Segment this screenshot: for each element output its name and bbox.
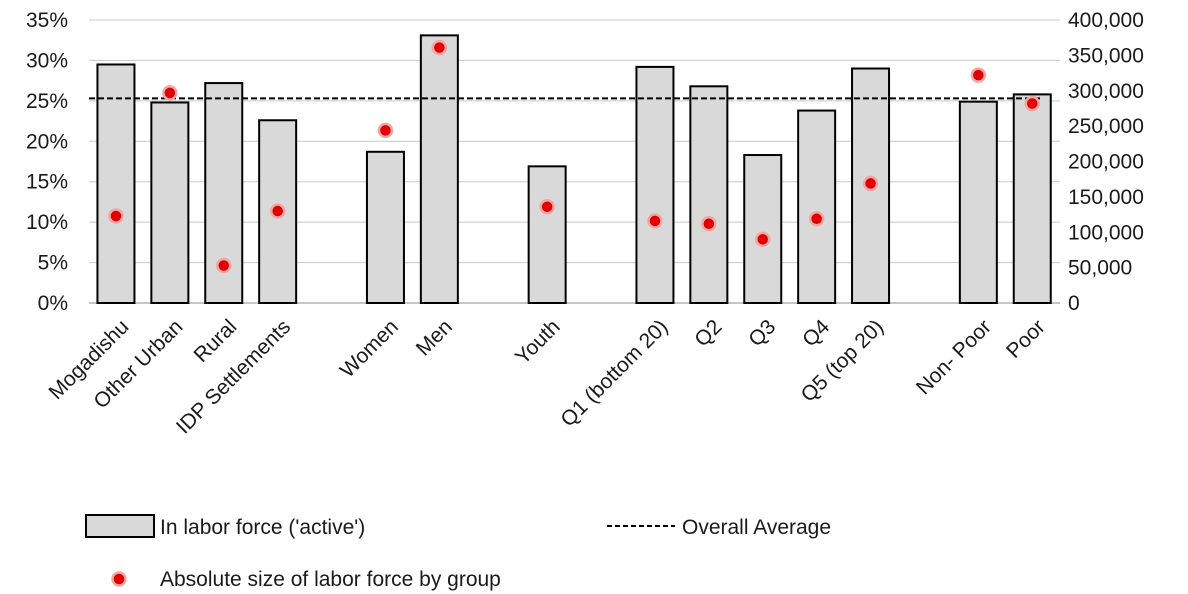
data-point — [216, 257, 232, 274]
legend-label-bar: In labor force ('active') — [160, 516, 365, 539]
data-point — [162, 85, 178, 101]
right-tick-label: 300,000 — [1068, 80, 1144, 103]
category-label: Non- Poor — [912, 315, 996, 399]
left-tick-label: 15% — [26, 171, 68, 194]
right-tick-label: 100,000 — [1068, 221, 1144, 244]
legend-dot-swatch — [111, 571, 127, 587]
right-tick-label: 150,000 — [1068, 186, 1144, 209]
right-tick-label: 0 — [1068, 292, 1080, 315]
category-label: Rural — [190, 315, 242, 367]
left-axis-ticks: 0% 5% 10% 15% 20% 25% 30% 35% — [26, 9, 68, 315]
data-point — [1024, 95, 1040, 112]
left-tick-label: 35% — [26, 9, 68, 32]
data-point — [862, 175, 879, 192]
right-tick-label: 250,000 — [1068, 115, 1144, 138]
left-tick-label: 10% — [26, 211, 68, 234]
bar-series — [96, 34, 1052, 305]
category-label: Poor — [1002, 315, 1050, 363]
data-point — [970, 67, 987, 83]
right-tick-label: 400,000 — [1068, 9, 1144, 32]
data-point — [539, 199, 555, 215]
bar — [958, 100, 998, 304]
data-point — [269, 203, 286, 219]
legend-label-average: Overall Average — [682, 516, 831, 539]
category-label: Q1 (bottom 20) — [556, 315, 672, 431]
bar — [419, 34, 459, 305]
left-tick-label: 5% — [38, 252, 68, 275]
right-axis-ticks: 0 50,000 100,000 150,000 200,000 250,000 300,0… — [1068, 9, 1144, 315]
bar — [96, 63, 136, 304]
category-label: Q4 — [798, 315, 834, 351]
right-tick-label: 50,000 — [1068, 257, 1132, 280]
left-tick-label: 30% — [26, 49, 68, 72]
data-point — [377, 122, 394, 139]
legend-label-dot: Absolute size of labor force by group — [160, 568, 501, 591]
left-tick-label: 25% — [26, 90, 68, 113]
bar — [743, 154, 783, 304]
bar — [365, 150, 405, 304]
bar — [635, 65, 675, 304]
point-series — [108, 39, 1040, 274]
left-tick-label: 20% — [26, 130, 68, 153]
category-label: Q2 — [690, 315, 726, 351]
right-tick-label: 200,000 — [1068, 151, 1144, 174]
bar — [797, 109, 837, 304]
category-label: Q3 — [744, 315, 780, 351]
bar — [1012, 93, 1052, 305]
bar — [150, 101, 190, 304]
data-point — [647, 213, 663, 229]
data-point — [755, 231, 771, 248]
left-tick-label: 0% — [38, 292, 68, 315]
legend: In labor force ('active') Overall Averag… — [85, 514, 831, 591]
data-point — [431, 39, 448, 56]
bar — [258, 119, 298, 304]
category-label: Youth — [511, 315, 565, 369]
gridlines — [89, 19, 1060, 304]
data-point — [808, 211, 825, 227]
bar — [689, 85, 729, 304]
data-point — [108, 208, 124, 224]
data-point — [701, 216, 717, 232]
bar — [527, 165, 567, 304]
right-tick-label: 350,000 — [1068, 44, 1144, 67]
legend-bar-swatch — [85, 514, 155, 538]
category-label: Women — [336, 315, 403, 382]
category-label: Men — [412, 315, 457, 360]
